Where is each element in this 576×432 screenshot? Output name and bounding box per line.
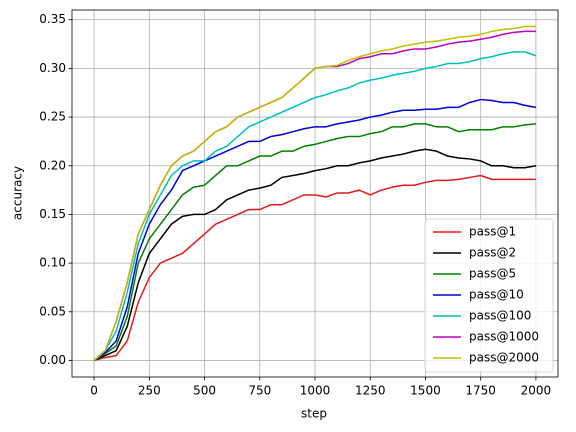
x-tick-label: 250 — [138, 384, 161, 398]
y-tick-label: 0.00 — [39, 353, 66, 367]
x-axis-label: step — [301, 407, 327, 421]
x-tick-label: 500 — [193, 384, 216, 398]
legend-label: pass@1 — [469, 225, 516, 239]
x-tick-label: 1000 — [300, 384, 331, 398]
legend-label: pass@1000 — [469, 330, 539, 344]
x-tick-label: 2000 — [521, 384, 552, 398]
legend-label: pass@2 — [469, 246, 516, 260]
y-axis-label: accuracy — [11, 166, 25, 220]
y-tick-label: 0.30 — [39, 61, 66, 75]
y-tick-label: 0.35 — [39, 12, 66, 26]
x-tick-label: 1250 — [355, 384, 386, 398]
legend-box — [424, 218, 554, 373]
series-line — [93, 174, 536, 362]
x-tick-label: 750 — [248, 384, 271, 398]
x-tick-label: 1750 — [465, 384, 496, 398]
x-tick-label: 1500 — [410, 384, 441, 398]
legend-label: pass@10 — [469, 288, 524, 302]
series-line — [93, 123, 536, 362]
y-tick-label: 0.20 — [39, 158, 66, 172]
legend-label: pass@100 — [469, 309, 531, 323]
x-tick-label: 0 — [90, 384, 98, 398]
y-tick-label: 0.10 — [39, 256, 66, 270]
y-tick-label: 0.15 — [39, 207, 66, 221]
series-line — [93, 51, 537, 362]
series-line — [93, 98, 537, 362]
plot-frame — [71, 9, 559, 378]
y-tick-label: 0.25 — [39, 110, 66, 124]
legend-label: pass@5 — [469, 267, 516, 281]
legend-label: pass@2000 — [469, 351, 539, 365]
y-tick-label: 0.05 — [39, 304, 66, 318]
series-line — [93, 25, 536, 362]
series-line — [93, 148, 537, 362]
